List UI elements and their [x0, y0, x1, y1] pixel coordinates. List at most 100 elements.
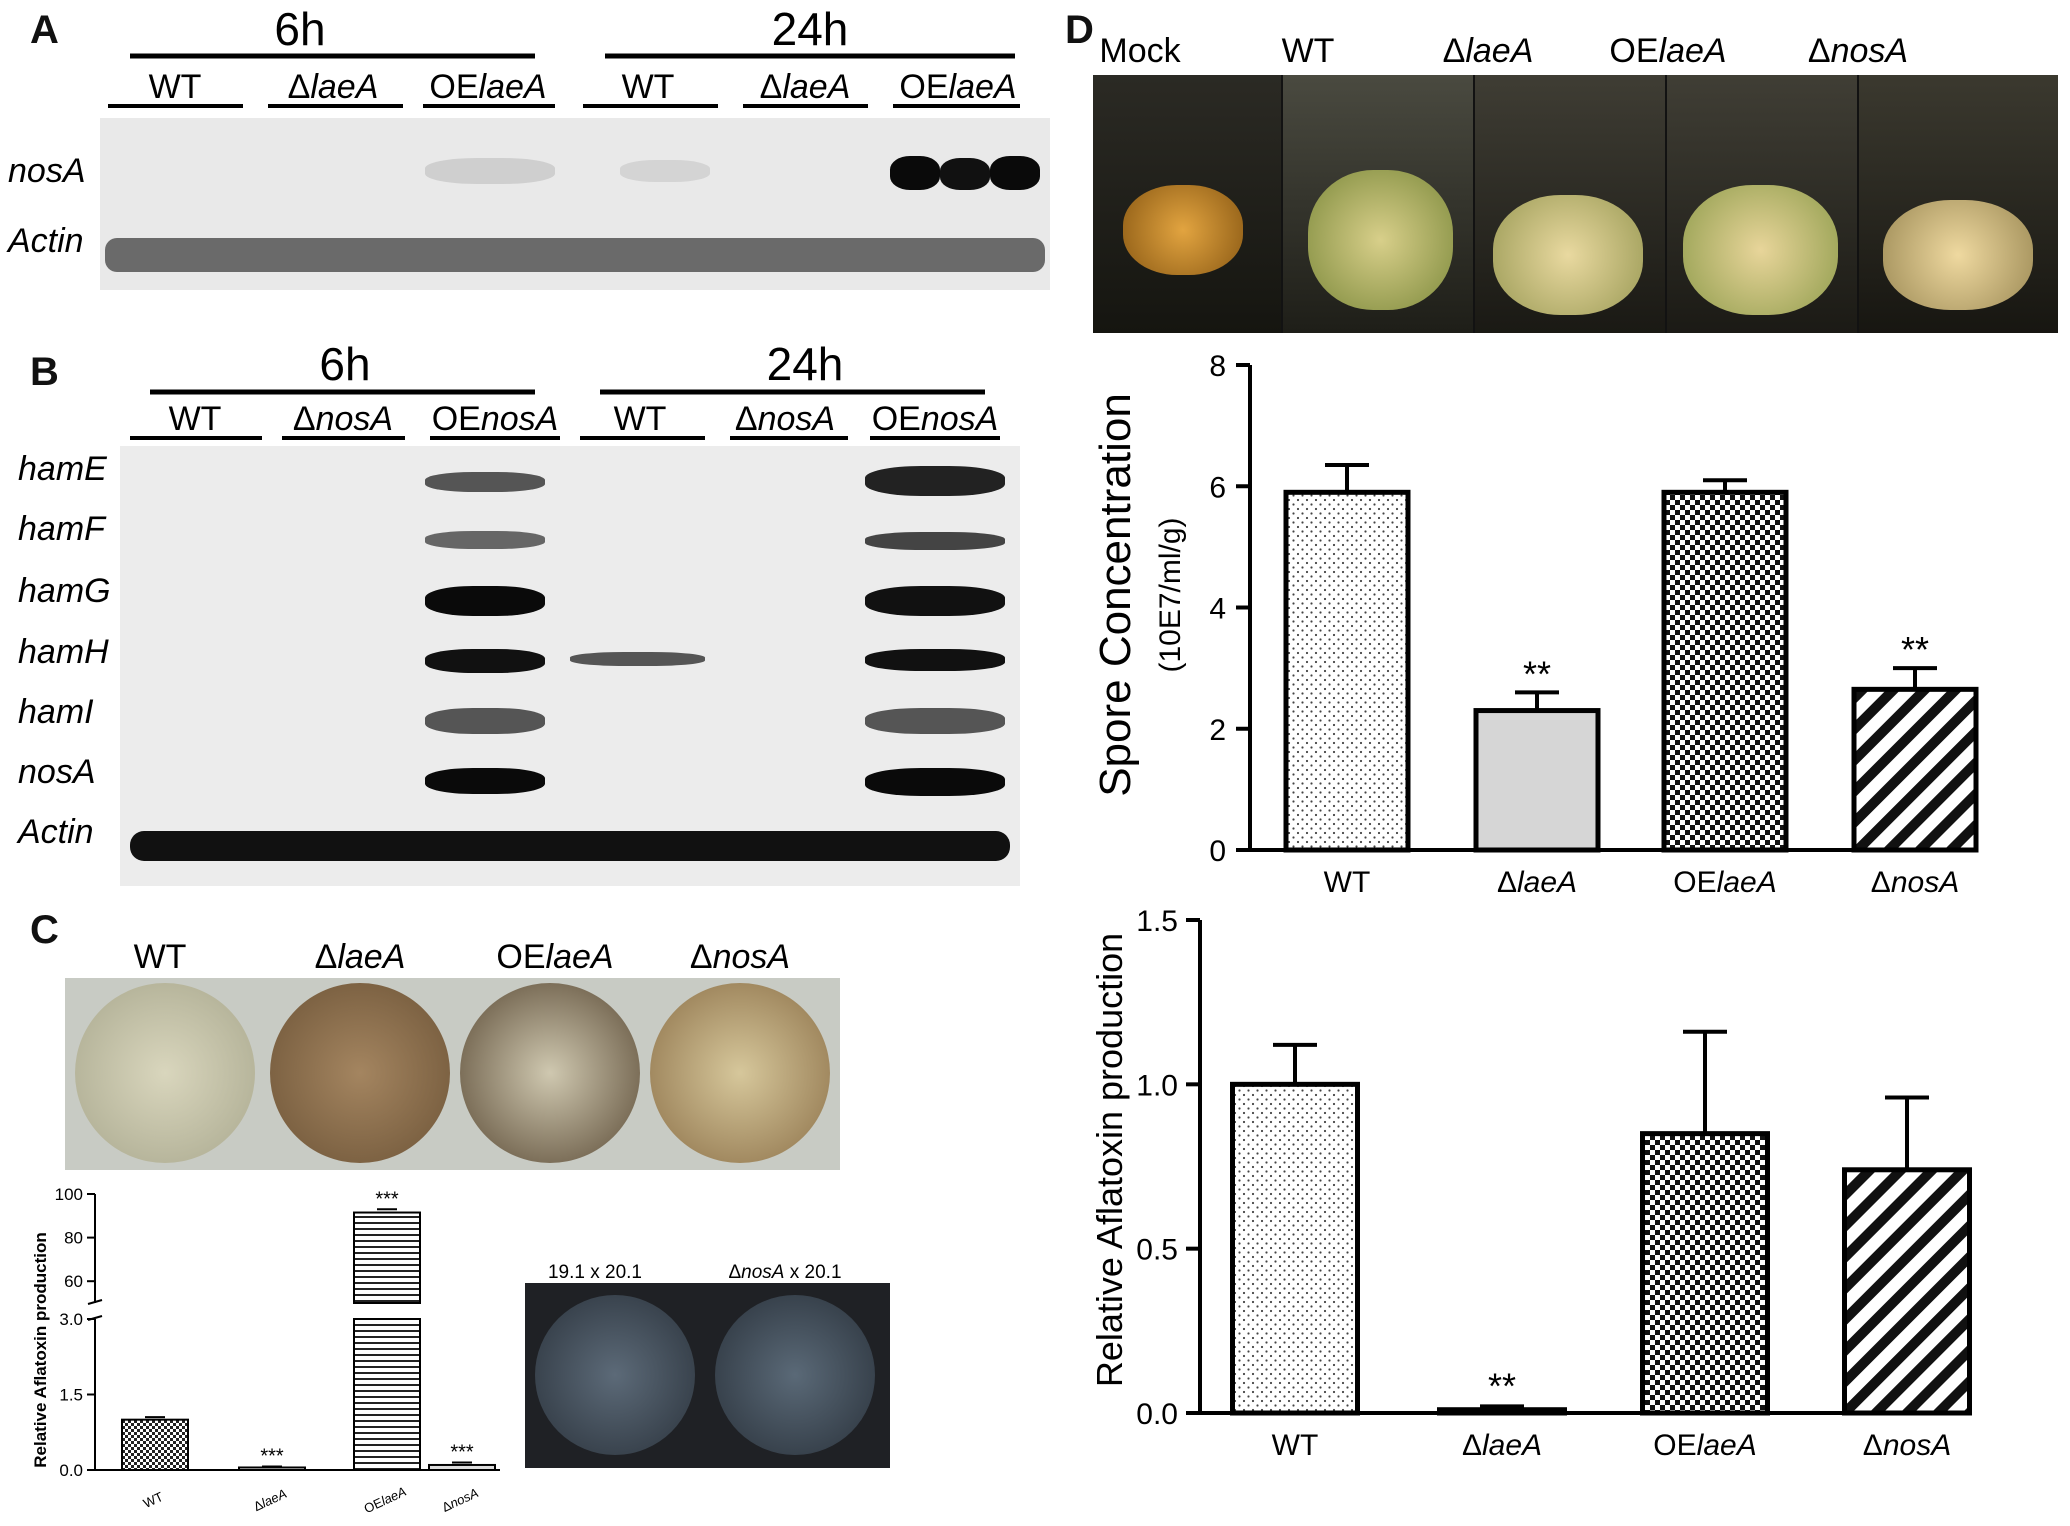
- x-tick-label: WT: [141, 1489, 166, 1511]
- bar: [353, 1318, 421, 1471]
- x-tick-label: OElaeA: [1673, 866, 1776, 899]
- panel-b-label: B: [30, 350, 59, 394]
- svg-text:WT: WT: [134, 938, 187, 976]
- panel-b-header: 6h 24h WT ΔnosA OEnosA WT ΔnosA OEnosA h…: [16, 338, 1000, 851]
- row-label-actin-b: Actin: [16, 813, 94, 851]
- x-tick-label: ΔlaeA: [1462, 1429, 1542, 1462]
- chart-d-spore-ylabel: Spore Concentration: [1091, 393, 1140, 797]
- time-label-24h: 24h: [772, 3, 849, 55]
- y-tick-label: 0.5: [1136, 1234, 1178, 1267]
- chart-c-aflatoxin: Relative Aflatoxin production 0.0 1.5 3.0 6…: [31, 1185, 500, 1517]
- jar-labels: Mock WT ΔlaeA OElaeA ΔnosA: [1099, 32, 1908, 70]
- x-tick-label: WT: [1272, 1429, 1319, 1462]
- svg-text:ΔnosA: ΔnosA: [690, 938, 790, 976]
- bar: [1661, 489, 1789, 853]
- y-tick-label: 8: [1209, 350, 1226, 383]
- bar: [428, 1463, 496, 1472]
- bar: [1640, 1131, 1770, 1416]
- y-tick-label: 0.0: [1136, 1398, 1178, 1431]
- panel-d-label: D: [1065, 8, 1094, 52]
- svg-text:ΔnosA: ΔnosA: [735, 400, 835, 438]
- chart-d-afla-ylabel: Relative Aflatoxin production: [1089, 933, 1130, 1387]
- chart-d-aflatoxin: Relative Aflatoxin production 0.0 0.5 1.0 1…: [1089, 905, 1972, 1462]
- svg-text:OElaeA: OElaeA: [496, 938, 613, 976]
- svg-text:Mock: Mock: [1099, 32, 1181, 70]
- svg-text:ΔnosA x 20.1: ΔnosA x 20.1: [728, 1262, 841, 1283]
- significance-label: ***: [450, 1441, 474, 1463]
- y-tick-label: 4: [1209, 593, 1226, 626]
- y-tick-label: 0.0: [59, 1461, 83, 1480]
- x-tick-label: ΔlaeA: [251, 1486, 289, 1514]
- chart-d-spore: Spore Concentration (10E7/ml/g) 0 2 4 6 8 WT…: [1091, 350, 1979, 899]
- row-label-hamg: hamG: [18, 572, 111, 610]
- svg-text:WT: WT: [169, 400, 222, 438]
- significance-label: **: [1901, 629, 1929, 670]
- corn-jars-photo: [1093, 75, 2058, 333]
- svg-text:ΔlaeA: ΔlaeA: [1443, 32, 1534, 70]
- y-tick-label: 1.5: [59, 1386, 83, 1405]
- time-label-6h-b: 6h: [319, 338, 370, 390]
- cross-plates-photo: [525, 1283, 890, 1468]
- lane-label-oelaea-24: OElaeA: [899, 68, 1016, 106]
- x-tick-label: ΔlaeA: [1497, 866, 1577, 899]
- significance-label: **: [1488, 1365, 1516, 1406]
- time-label-24h-b: 24h: [767, 338, 844, 390]
- x-tick-label: OElaeA: [1653, 1429, 1756, 1462]
- bar: [1473, 708, 1601, 853]
- bar: [1283, 489, 1411, 853]
- svg-text:OElaeA: OElaeA: [1609, 32, 1726, 70]
- y-tick-label: 1.0: [1136, 1069, 1178, 1102]
- row-label-hamh: hamH: [18, 633, 109, 671]
- plate-labels: WT ΔlaeA OElaeA ΔnosA: [134, 938, 791, 976]
- y-tick-label: 0: [1209, 835, 1226, 868]
- lane-label-wt: WT: [149, 68, 202, 106]
- significance-label: ***: [260, 1445, 284, 1467]
- panel-c-label: C: [30, 908, 59, 952]
- row-label-hami: hamI: [18, 693, 94, 731]
- chart-d-spore-yunit: (10E7/ml/g): [1154, 517, 1187, 672]
- lane-label-wt-24: WT: [622, 68, 675, 106]
- cross-labels: 19.1 x 20.1 ΔnosA x 20.1: [548, 1262, 842, 1283]
- svg-text:OEnosA: OEnosA: [872, 400, 999, 438]
- row-label-nosa: nosA: [8, 152, 86, 190]
- bar: [1437, 1407, 1567, 1416]
- svg-text:ΔnosA: ΔnosA: [293, 400, 393, 438]
- x-tick-label: ΔnosA: [1863, 1429, 1951, 1462]
- bar: [1230, 1081, 1360, 1416]
- panel-a-label: A: [30, 8, 59, 52]
- svg-text:ΔlaeA: ΔlaeA: [315, 938, 406, 976]
- svg-text:WT: WT: [1282, 32, 1335, 70]
- blot-panel-b: [120, 446, 1020, 886]
- x-tick-label: OElaeA: [362, 1484, 409, 1517]
- row-label-hame: hamE: [18, 450, 107, 488]
- blot-panel-a: [100, 118, 1050, 290]
- lane-label-laea-24: ΔlaeA: [760, 68, 851, 106]
- y-tick-label: 80: [64, 1229, 83, 1248]
- y-tick-label: 60: [64, 1272, 83, 1291]
- bar: [1851, 686, 1979, 853]
- chart-c-ylabel: Relative Aflatoxin production: [31, 1232, 50, 1468]
- svg-text:OEnosA: OEnosA: [432, 400, 559, 438]
- significance-label: ***: [375, 1188, 399, 1210]
- y-tick-label: 2: [1209, 714, 1226, 747]
- lane-label-laea: ΔlaeA: [288, 68, 379, 106]
- y-tick-label: 100: [55, 1185, 83, 1204]
- bar: [353, 1211, 421, 1304]
- bar: [238, 1466, 306, 1472]
- bar: [1842, 1167, 1972, 1416]
- row-label-nosa-b: nosA: [18, 753, 96, 791]
- row-label-actin: Actin: [6, 222, 84, 260]
- x-tick-label: ΔnosA: [440, 1485, 481, 1515]
- panel-a-header: 6h 24h WT ΔlaeA OElaeA WT ΔlaeA OElaeA n…: [6, 3, 1020, 260]
- row-label-hamf: hamF: [18, 510, 107, 548]
- x-tick-label: ΔnosA: [1871, 866, 1959, 899]
- bar: [121, 1418, 189, 1472]
- y-tick-label: 3.0: [59, 1310, 83, 1329]
- lane-label-oelaea: OElaeA: [429, 68, 546, 106]
- y-tick-label: 6: [1209, 471, 1226, 504]
- time-label-6h: 6h: [274, 3, 325, 55]
- svg-text:19.1 x 20.1: 19.1 x 20.1: [548, 1262, 642, 1283]
- y-tick-label: 1.5: [1136, 905, 1178, 938]
- svg-text:WT: WT: [614, 400, 667, 438]
- x-tick-label: WT: [1324, 866, 1371, 899]
